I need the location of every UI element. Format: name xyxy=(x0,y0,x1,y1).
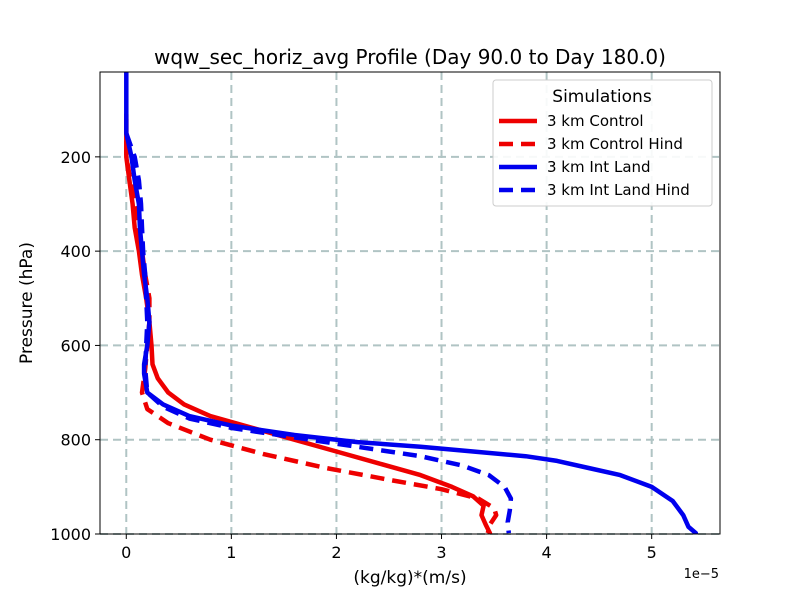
y-axis-ticks: 200 400 600 800 1000 xyxy=(50,148,100,544)
x-tick-label: 5 xyxy=(647,543,657,562)
y-tick-label: 1000 xyxy=(50,525,91,544)
x-axis-offset-label: 1e−5 xyxy=(684,567,719,582)
legend-title: Simulations xyxy=(552,87,652,107)
legend-label: 3 km Control xyxy=(547,112,644,130)
legend-label: 3 km Int Land xyxy=(547,158,651,176)
x-tick-label: 4 xyxy=(542,543,552,562)
legend-label: 3 km Control Hind xyxy=(547,135,683,153)
legend: Simulations 3 km Control 3 km Control Hin… xyxy=(492,79,713,207)
x-axis-ticks: 0 1 2 3 4 5 xyxy=(121,534,657,562)
y-axis-label: Pressure (hPa) xyxy=(17,242,37,364)
y-tick-label: 200 xyxy=(60,148,91,167)
x-tick-label: 2 xyxy=(331,543,341,562)
series-layer xyxy=(124,72,699,534)
legend-label: 3 km Int Land Hind xyxy=(547,181,690,199)
series-line xyxy=(124,132,514,534)
plot-frame xyxy=(99,71,721,535)
x-tick-label: 0 xyxy=(121,543,131,562)
y-tick-label: 600 xyxy=(60,336,91,355)
y-tick-label: 800 xyxy=(60,431,91,450)
x-tick-label: 1 xyxy=(226,543,236,562)
y-tick-label: 400 xyxy=(60,242,91,261)
x-gridlines xyxy=(125,72,653,534)
legend-box xyxy=(492,79,713,207)
x-axis-label: (kg/kg)*(m/s) xyxy=(353,568,466,588)
legend-items: 3 km Control 3 km Control Hind 3 km Int La… xyxy=(499,112,690,199)
series-line xyxy=(124,119,499,534)
chart-title: wqw_sec_horiz_avg Profile (Day 90.0 to D… xyxy=(154,45,666,69)
x-tick-label: 3 xyxy=(436,543,446,562)
